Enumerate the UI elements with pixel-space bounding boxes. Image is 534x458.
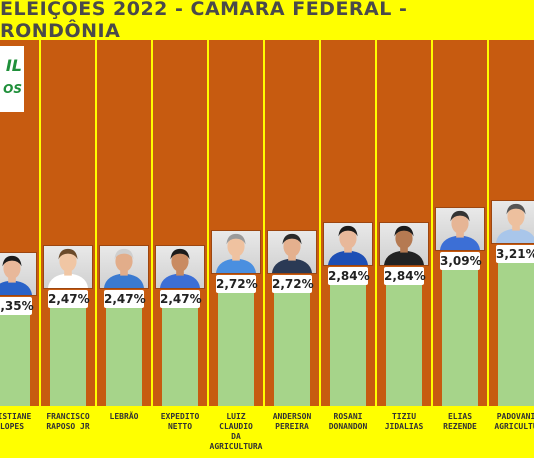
candidate-photo [267,229,317,274]
logo-text-line1: IL [5,56,22,75]
bar [274,283,310,406]
column-divider [39,40,41,406]
bar [330,276,366,406]
column-divider [151,40,153,406]
value-label: 2,84% [384,267,426,286]
value-label: 2,47% [160,289,202,308]
candidate-name: FRANCISCO RAPOSO JR [46,412,90,431]
candidate-photo [379,222,429,267]
column-divider [263,40,265,406]
bar [498,254,534,406]
value-label: 2,47% [48,289,90,308]
bar [162,298,198,406]
candidate-photo [155,244,205,289]
column-divider [207,40,209,406]
bar [386,276,422,406]
value-label: 2,72% [216,274,258,293]
column-divider [487,40,489,406]
column-divider [375,40,377,406]
chart-title: ELEIÇÕES 2022 - CÂMARA FEDERAL - RONDÔNI… [0,0,408,42]
candidate-name: PADOVANI AGRICULTU [494,412,534,431]
candidate-name: LUIZ CLAUDIO DA AGRICULTURA [209,412,263,451]
party-logo: IL OS [0,46,24,112]
logo-text-line2: OS [3,82,22,96]
candidate-photo [491,200,534,244]
column-divider [95,40,97,406]
candidate-photo [435,207,485,252]
bar [218,283,254,406]
candidate-photo [99,244,149,289]
value-label: 3,09% [440,252,482,271]
bar [50,298,86,406]
value-label: 3,21% [496,245,534,263]
value-label: 2,72% [272,274,314,293]
column-divider [431,40,433,406]
bar [442,261,478,406]
bar [106,298,142,406]
candidate-name: LEBRÃO [109,412,139,421]
candidate-photo [323,222,373,267]
candidate-photo [43,244,93,289]
candidate-photo [0,252,37,296]
column-divider [319,40,321,406]
bar [0,306,30,406]
candidate-photo [211,229,261,274]
candidate-name: ANDERSON PEREIRA [272,412,312,431]
value-label: 2,47% [104,289,146,308]
value-label: 2,84% [328,267,370,286]
value-label: 2,35% [0,297,34,315]
candidate-name: ROSANI DONANDON [328,412,368,431]
candidate-name: EXPEDITO NETTO [160,412,200,431]
candidate-name: TIZIU JIDALIAS [384,412,424,431]
candidate-name: RISTIANE LOPES [0,412,32,431]
candidate-name: ELIAS REZENDE [443,412,477,431]
